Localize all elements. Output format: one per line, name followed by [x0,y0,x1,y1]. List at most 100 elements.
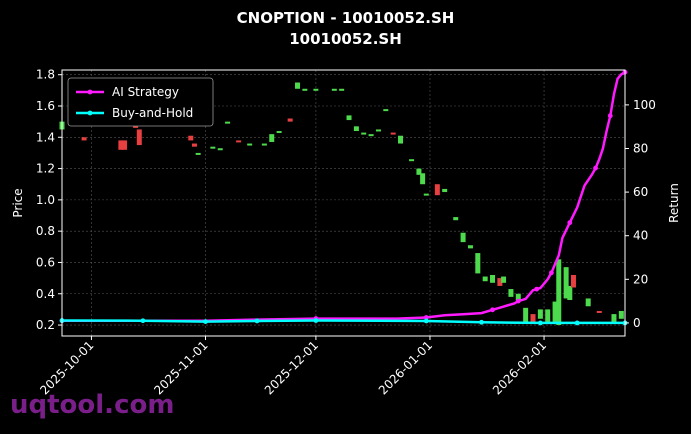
candle [313,88,319,91]
candle [287,118,293,122]
candle [567,285,573,301]
candle [269,134,275,142]
y-tick-label: 0.6 [36,255,55,269]
chart-title: CNOPTION - 10010052.SH [236,9,455,27]
series-marker [567,220,573,226]
candle [331,88,337,91]
candle [191,143,197,147]
candle [81,137,87,141]
candle [545,309,551,322]
legend-box [67,77,214,127]
candle [515,293,521,301]
candle [467,245,473,249]
candle [398,135,404,144]
series-marker [203,319,208,325]
candle [346,115,352,121]
candle [122,140,128,150]
candle [409,159,415,162]
candle [195,152,201,155]
candle [442,188,448,193]
candle [383,109,389,112]
candle [339,88,345,91]
candle [368,134,374,137]
series-marker [479,319,484,325]
series-marker [313,318,319,323]
candle [570,274,576,288]
candle [302,88,308,91]
candle [247,143,253,146]
x-tick-label: 2025-12-01 [262,338,321,397]
legend-marker [87,89,93,95]
y-tick-label: 0.8 [36,224,55,238]
y-tick-label: 1.6 [36,99,55,113]
y-tick-label: 1.2 [36,162,55,176]
x-tick-label: 2026-01-01 [376,338,435,397]
candle [261,143,267,146]
series-marker [593,165,598,171]
candle [611,314,617,322]
series-marker [537,320,543,326]
plot-frame [61,69,626,337]
series-marker [574,320,580,326]
candle [596,310,602,313]
y2-tick-label: 20 [633,272,648,286]
candle [434,184,440,196]
candle [361,132,367,135]
y-tick-label: 1.0 [36,193,55,207]
chart-subtitle: 10010052.SH [289,30,402,48]
candle [217,148,223,151]
candle [210,146,216,149]
series-line [61,319,625,325]
candle [118,140,124,150]
candle [136,129,142,146]
candle [460,232,466,243]
candle [453,217,459,221]
series-marker [254,318,260,324]
candle [353,126,359,132]
series-marker [534,286,540,292]
candle [497,278,503,286]
y-tick-label: 0.4 [36,287,55,301]
candle [552,301,558,322]
y-tick-label: 1.8 [36,68,55,82]
candle [276,131,282,134]
legend-label: Buy-and-Hold [112,106,193,120]
candle [225,121,231,124]
y2-tick-label: 100 [633,98,656,112]
candle [188,135,194,141]
y-tick-label: 1.4 [36,130,55,144]
legend: AI Strategy Buy-and-Hold [67,77,214,127]
candle [390,132,396,135]
watermark: uqtool.com [10,390,175,420]
series-marker [549,270,554,276]
series-marker [490,307,495,313]
candle [537,309,543,319]
series-marker [423,318,429,324]
series-marker [140,318,146,324]
y2-axis-label: Return [667,183,681,223]
legend-marker [87,110,93,116]
series-marker [515,298,521,304]
candle [508,289,514,297]
candle [475,253,481,274]
y2-tick-label: 40 [633,229,648,243]
candle [501,276,507,283]
candle [420,173,426,185]
candle [423,193,429,196]
candle [375,129,381,132]
series-marker [607,113,613,119]
candle [585,298,591,307]
y-axis-label: Price [11,188,25,217]
candle [618,310,624,319]
legend-label: AI Strategy [112,85,179,99]
candle [482,276,488,282]
series-marker [423,315,429,320]
candle [530,314,536,322]
candle [295,82,301,89]
y2-tick-label: 80 [633,141,648,155]
candle [416,168,422,175]
x-tick-label: 2025-11-01 [151,338,210,397]
x-tick-label: 2026-02-01 [490,338,549,397]
